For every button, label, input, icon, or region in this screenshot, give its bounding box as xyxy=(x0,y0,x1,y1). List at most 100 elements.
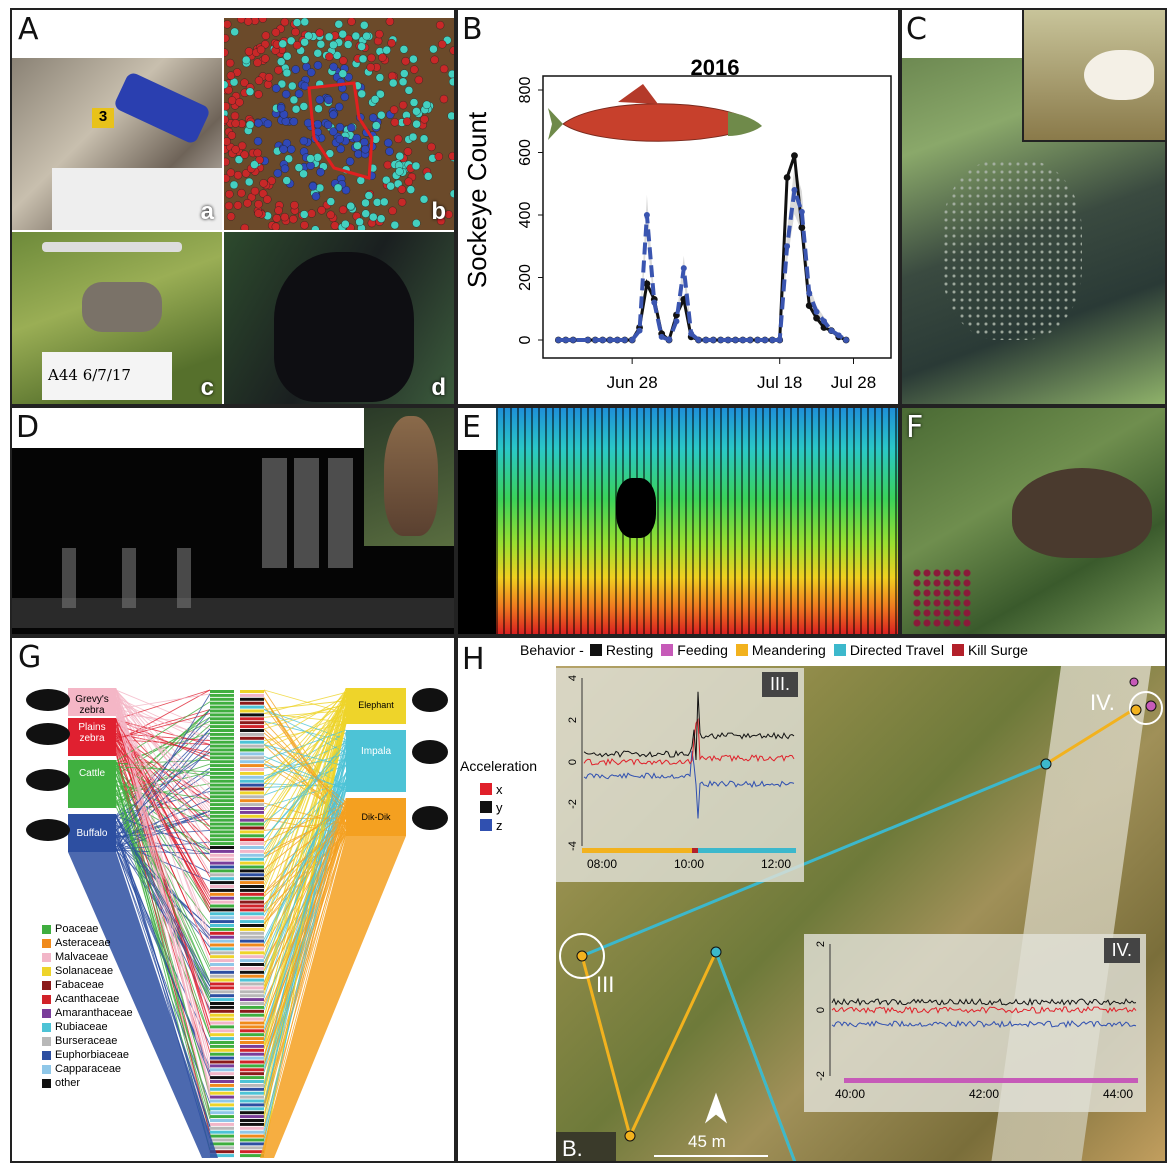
photo-sub-b: b xyxy=(219,14,454,234)
location-point xyxy=(419,195,429,204)
plant-taxon-row xyxy=(240,717,264,721)
location-point xyxy=(370,95,380,104)
location-point xyxy=(403,147,413,156)
location-point xyxy=(291,27,300,37)
location-point xyxy=(345,157,355,166)
location-point xyxy=(289,95,299,105)
plant-taxon-row xyxy=(210,920,234,924)
plant-taxon-row xyxy=(210,857,234,861)
plant-taxon-row xyxy=(210,994,234,998)
legend-swatch xyxy=(480,801,492,813)
location-point xyxy=(435,20,445,30)
data-point-model xyxy=(717,337,724,343)
plant-taxon-row xyxy=(240,900,264,904)
location-point xyxy=(276,103,286,113)
location-point xyxy=(244,17,253,26)
plant-taxon-row xyxy=(240,736,264,740)
location-point xyxy=(361,209,370,218)
location-point xyxy=(287,145,296,154)
cluster-circle-iii xyxy=(559,933,605,979)
location-point xyxy=(401,56,410,66)
plant-taxon-row xyxy=(210,892,234,896)
plant-taxon-row xyxy=(240,935,264,939)
y-tick-label: -2 xyxy=(815,1071,827,1081)
diet-link xyxy=(115,720,211,878)
location-point xyxy=(412,219,421,228)
behavior-bar xyxy=(698,848,796,853)
canopy-gap xyxy=(616,478,656,538)
location-point xyxy=(334,102,344,112)
plant-taxon-row xyxy=(210,1068,234,1072)
location-point xyxy=(308,182,318,191)
panel-c-label: C xyxy=(906,12,927,47)
plant-taxon-row xyxy=(240,1154,264,1158)
location-point xyxy=(438,40,447,49)
diet-link xyxy=(115,693,211,710)
plant-taxon-row xyxy=(240,705,264,709)
x-tick-label: 08:00 xyxy=(587,857,617,871)
data-point-model xyxy=(673,318,680,325)
owl-inset-photo xyxy=(364,408,454,546)
legend-swatch xyxy=(42,980,51,990)
location-point xyxy=(333,183,343,193)
location-point xyxy=(449,189,454,198)
data-point-model xyxy=(636,327,643,334)
location-point xyxy=(404,86,414,95)
plant-taxon-row xyxy=(240,787,264,791)
location-point xyxy=(253,58,262,67)
plant-taxon-row xyxy=(210,701,234,705)
spectrogram xyxy=(12,458,454,628)
diet-link xyxy=(263,703,347,726)
plant-taxon-row xyxy=(210,951,234,955)
location-point xyxy=(329,110,338,119)
plant-taxon-row xyxy=(210,1056,234,1060)
label-box-d xyxy=(12,408,364,448)
location-point xyxy=(300,210,309,219)
location-point xyxy=(289,117,298,126)
location-point xyxy=(326,197,336,206)
location-point xyxy=(253,137,263,146)
plant-taxon-row xyxy=(240,1150,264,1154)
plant-taxon-row xyxy=(240,1146,264,1150)
plant-taxon-row xyxy=(240,1002,264,1005)
plant-taxon-row xyxy=(210,807,234,810)
diet-link xyxy=(263,700,347,710)
location-point xyxy=(351,31,361,41)
location-point xyxy=(315,183,325,193)
location-point xyxy=(388,78,398,88)
location-point xyxy=(294,163,304,172)
location-point xyxy=(448,151,454,161)
location-point xyxy=(300,17,309,27)
diet-link xyxy=(263,699,347,956)
data-point-observed xyxy=(805,302,813,310)
legend-swatch xyxy=(42,1064,51,1074)
location-point xyxy=(225,190,234,199)
location-point xyxy=(306,161,315,170)
plant-taxon-row xyxy=(210,861,234,865)
plant-taxon-row xyxy=(240,1072,264,1076)
location-point xyxy=(343,40,353,49)
plant-taxon-row xyxy=(240,740,264,744)
location-point xyxy=(376,89,385,99)
location-point xyxy=(225,58,235,68)
axis-legend-label: z xyxy=(496,817,503,833)
diet-link xyxy=(263,824,347,894)
diet-link xyxy=(115,780,211,827)
plant-taxon-row xyxy=(240,978,264,982)
location-point xyxy=(311,192,321,201)
family-legend-label: Amaranthaceae xyxy=(55,1007,133,1019)
label-box-c xyxy=(902,10,1022,58)
family-legend-label: Asteraceae xyxy=(55,937,111,949)
location-point xyxy=(361,198,370,208)
y-tick-label: 0 xyxy=(567,759,579,765)
plant-taxon-row xyxy=(210,729,234,732)
location-point xyxy=(231,119,240,128)
animal-silhouette-icon xyxy=(412,688,448,712)
location-point xyxy=(263,195,272,204)
diet-link xyxy=(115,719,211,746)
y-tick-label: 4 xyxy=(567,675,579,681)
location-point xyxy=(240,150,249,159)
location-point xyxy=(404,177,413,186)
diet-link xyxy=(263,723,347,1046)
plant-taxon-row xyxy=(240,1126,264,1130)
